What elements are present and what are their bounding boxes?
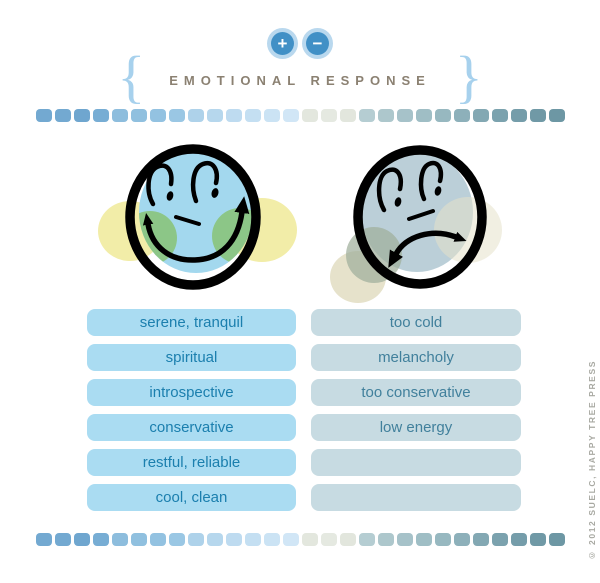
response-pill-positive: serene, tranquil	[87, 309, 296, 336]
divider-square	[244, 109, 261, 122]
copyright-credit: © 2012 SUELC, HAPPY TREE PRESS	[587, 360, 597, 561]
response-pill-negative: too cold	[311, 309, 521, 336]
divider-square	[187, 533, 204, 546]
divider-square	[339, 533, 356, 546]
minus-icon[interactable]: −	[306, 32, 329, 55]
response-pill-negative: low energy	[311, 414, 521, 441]
response-pill-negative	[311, 449, 521, 476]
happy-face-icon	[98, 144, 297, 290]
response-pill-positive: introspective	[87, 379, 296, 406]
page-title: EMOTIONAL RESPONSE	[169, 72, 431, 88]
sad-pupil-right	[434, 186, 442, 196]
sad-frown-arrow	[388, 230, 467, 268]
plus-icon[interactable]: +	[271, 32, 294, 55]
divider-square	[206, 109, 223, 122]
divider-square	[529, 109, 546, 122]
divider-top	[0, 109, 600, 122]
brace-right: }	[454, 44, 483, 109]
divider-square	[244, 533, 261, 546]
divider-square	[529, 533, 546, 546]
response-pill-negative: melancholy	[311, 344, 521, 371]
divider-square	[339, 109, 356, 122]
divider-square	[35, 109, 52, 122]
happy-eye-left	[146, 163, 174, 207]
divider-square	[263, 109, 280, 122]
sad-nose	[407, 209, 435, 221]
response-pill-negative: too conservative	[311, 379, 521, 406]
divider-square	[548, 109, 565, 122]
divider-square	[130, 109, 147, 122]
divider-square	[282, 533, 299, 546]
divider-square	[415, 109, 432, 122]
negative-response-list: too cold melancholy too conservative low en…	[311, 309, 521, 511]
response-pill-positive: spiritual	[87, 344, 296, 371]
divider-square	[149, 533, 166, 546]
divider-square	[358, 109, 375, 122]
divider-square	[491, 533, 508, 546]
sad-pupil-left	[394, 197, 402, 207]
divider-square	[396, 109, 413, 122]
divider-square	[472, 109, 489, 122]
divider-square	[168, 109, 185, 122]
divider-square	[54, 533, 71, 546]
response-pill-positive: conservative	[87, 414, 296, 441]
divider-square	[263, 533, 280, 546]
divider-square	[73, 533, 90, 546]
divider-square	[206, 533, 223, 546]
happy-smile-arrow	[142, 196, 250, 263]
divider-square	[472, 533, 489, 546]
divider-square	[111, 109, 128, 122]
divider-square	[149, 109, 166, 122]
divider-square	[434, 109, 451, 122]
divider-square	[35, 533, 52, 546]
divider-square	[510, 109, 527, 122]
positive-response-list: serene, tranquil spiritual introspective co…	[87, 309, 296, 511]
divider-square	[54, 109, 71, 122]
divider-square	[320, 533, 337, 546]
divider-bottom	[0, 533, 600, 546]
happy-face-outline	[125, 144, 261, 290]
sad-face-outline	[353, 145, 487, 289]
happy-pupil-right	[211, 188, 219, 198]
divider-square	[92, 533, 109, 546]
divider-square	[187, 109, 204, 122]
divider-square	[130, 533, 147, 546]
sad-face-icon	[330, 145, 502, 303]
response-pill-positive: restful, reliable	[87, 449, 296, 476]
divider-square	[301, 533, 318, 546]
response-pill-positive: cool, clean	[87, 484, 296, 511]
divider-square	[301, 109, 318, 122]
divider-square	[510, 533, 527, 546]
divider-square	[282, 109, 299, 122]
divider-square	[396, 533, 413, 546]
faces-illustration	[98, 144, 502, 303]
divider-square	[320, 109, 337, 122]
divider-square	[491, 109, 508, 122]
sad-eye-right	[418, 160, 444, 202]
response-pill-negative	[311, 484, 521, 511]
sad-eye-left	[376, 167, 403, 213]
divider-square	[168, 533, 185, 546]
divider-square	[415, 533, 432, 546]
divider-square	[377, 109, 394, 122]
divider-square	[453, 109, 470, 122]
divider-square	[434, 533, 451, 546]
divider-square	[377, 533, 394, 546]
divider-square	[225, 109, 242, 122]
divider-square	[225, 533, 242, 546]
title-row: { EMOTIONAL RESPONSE }	[117, 44, 482, 106]
divider-square	[548, 533, 565, 546]
divider-square	[358, 533, 375, 546]
happy-eye-right	[190, 160, 219, 204]
divider-square	[111, 533, 128, 546]
header-buttons: + −	[271, 32, 329, 55]
divider-square	[73, 109, 90, 122]
divider-square	[92, 109, 109, 122]
divider-square	[453, 533, 470, 546]
brace-left: {	[117, 44, 146, 109]
